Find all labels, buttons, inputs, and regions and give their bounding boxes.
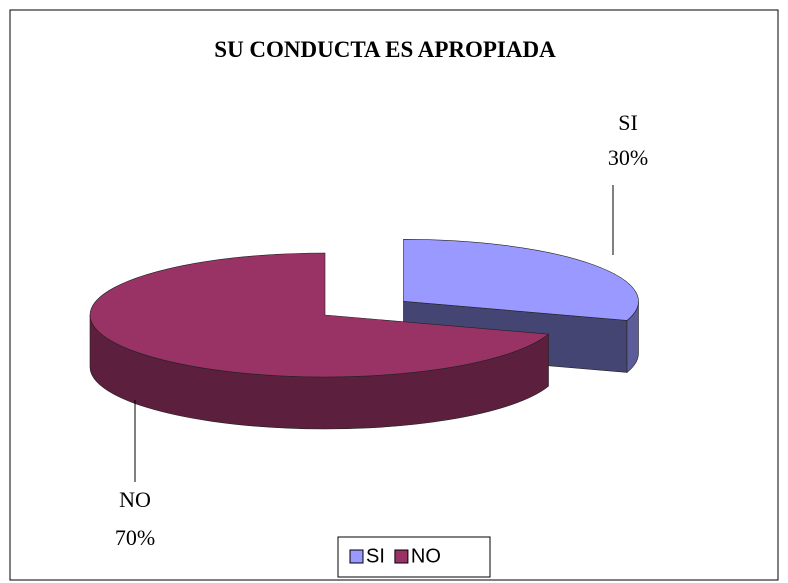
- legend-label: SI: [366, 545, 385, 567]
- data-label-name: NO: [119, 487, 151, 512]
- slice: [89, 252, 550, 430]
- data-label: 70%: [115, 525, 155, 550]
- legend: SI NO: [337, 536, 491, 578]
- data-label-name: SI: [618, 110, 638, 135]
- legend-swatch: [394, 549, 409, 564]
- slice-top: [403, 239, 639, 321]
- data-label: 30%: [608, 145, 648, 170]
- legend-box: [337, 536, 491, 578]
- legend-label: NO: [411, 545, 441, 567]
- chart-title: SU CONDUCTA ES APROPIADA: [214, 37, 556, 62]
- legend-swatch: [349, 549, 364, 564]
- slice-top: [89, 252, 550, 378]
